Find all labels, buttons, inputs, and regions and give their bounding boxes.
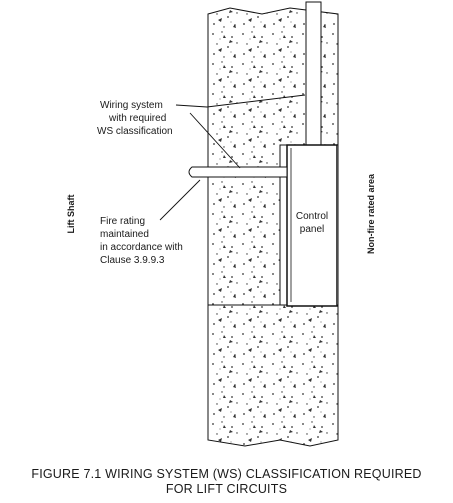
fire-label-line3: in accordance with xyxy=(100,242,183,253)
fire-label-line1: Fire rating xyxy=(100,216,145,227)
wiring-label-line2: with required xyxy=(108,113,166,124)
wiring-label-line1: Wiring system xyxy=(100,100,163,111)
wiring-leader-line xyxy=(175,94,306,108)
fire-label-line2: maintained xyxy=(100,229,149,240)
figure-caption-line1: FIGURE 7.1 WIRING SYSTEM (WS) CLASSIFICA… xyxy=(31,467,422,481)
horizontal-conduit xyxy=(188,166,288,178)
lift-shaft-label: Lift Shaft xyxy=(66,195,76,234)
panel-label-line2: panel xyxy=(300,224,324,235)
wiring-label-line3: WS classification xyxy=(97,126,173,137)
panel-label-line1: Control xyxy=(296,211,328,222)
vertical-conduit xyxy=(305,1,322,148)
fire-label-line4: Clause 3.9.9.3 xyxy=(100,255,165,266)
control-panel xyxy=(286,144,338,307)
wall-lower xyxy=(207,304,339,447)
non-fire-area-label: Non-fire rated area xyxy=(366,173,376,254)
figure-caption-line2: FOR LIFT CIRCUITS xyxy=(165,482,288,496)
wiring-leader-line-2 xyxy=(189,112,241,169)
fire-leader-line xyxy=(159,179,201,221)
